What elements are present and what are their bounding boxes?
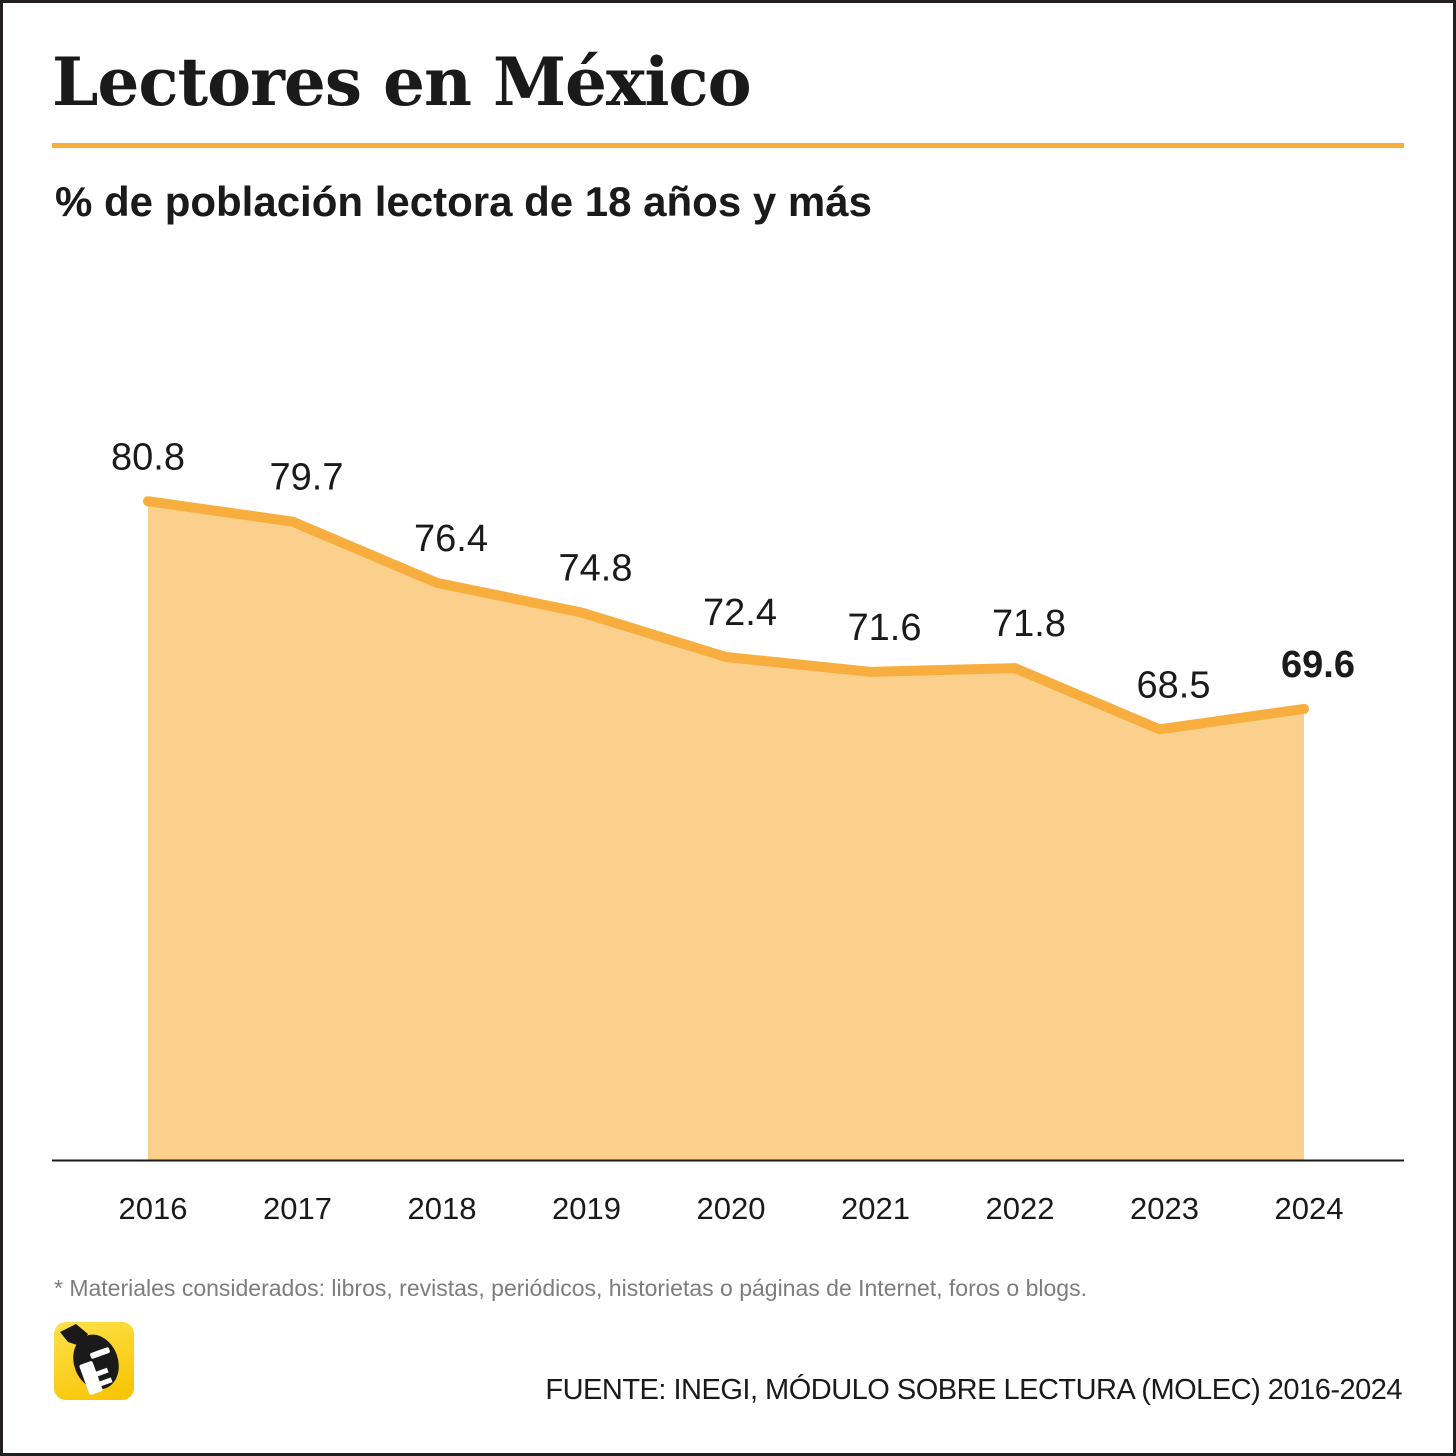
x-tick-2016: 2016 (119, 1191, 188, 1226)
x-tick-2023: 2023 (1130, 1191, 1199, 1226)
value-label-2018: 76.4 (414, 518, 488, 560)
x-tick-2021: 2021 (841, 1191, 910, 1226)
x-tick-2017: 2017 (263, 1191, 332, 1226)
x-tick-labels: 2016 2017 2018 2019 2020 2021 2022 2023 2024 (119, 1191, 1344, 1226)
footnote: * Materiales considerados: libros, revis… (54, 1275, 1087, 1301)
value-label-2022: 71.8 (992, 603, 1066, 645)
area-fill (148, 501, 1304, 1160)
reader-mascot-icon (54, 1322, 134, 1400)
value-label-2024: 69.6 (1281, 644, 1355, 686)
value-label-2016: 80.8 (111, 436, 185, 478)
x-tick-2024: 2024 (1275, 1191, 1344, 1226)
title-divider (52, 143, 1404, 148)
x-tick-2019: 2019 (552, 1191, 621, 1226)
series-line (143, 496, 1309, 735)
x-tick-2020: 2020 (697, 1191, 766, 1226)
value-label-2023: 68.5 (1137, 664, 1211, 706)
value-label-2019: 74.8 (559, 548, 633, 590)
value-label-2017: 79.7 (270, 457, 344, 499)
chart-subtitle: % de población lectora de 18 años y más (55, 178, 872, 225)
x-tick-2022: 2022 (986, 1191, 1055, 1226)
value-label-2021: 71.6 (848, 607, 922, 649)
value-label-2020: 72.4 (703, 592, 777, 634)
value-labels: 80.8 79.7 76.4 74.8 72.4 71.6 71.8 68.5 69.6 (111, 436, 1355, 706)
chart-title: Lectores en México (52, 43, 752, 121)
source-credit: FUENTE: INEGI, MÓDULO SOBRE LECTURA (MOL… (545, 1374, 1402, 1406)
x-tick-2018: 2018 (408, 1191, 477, 1226)
